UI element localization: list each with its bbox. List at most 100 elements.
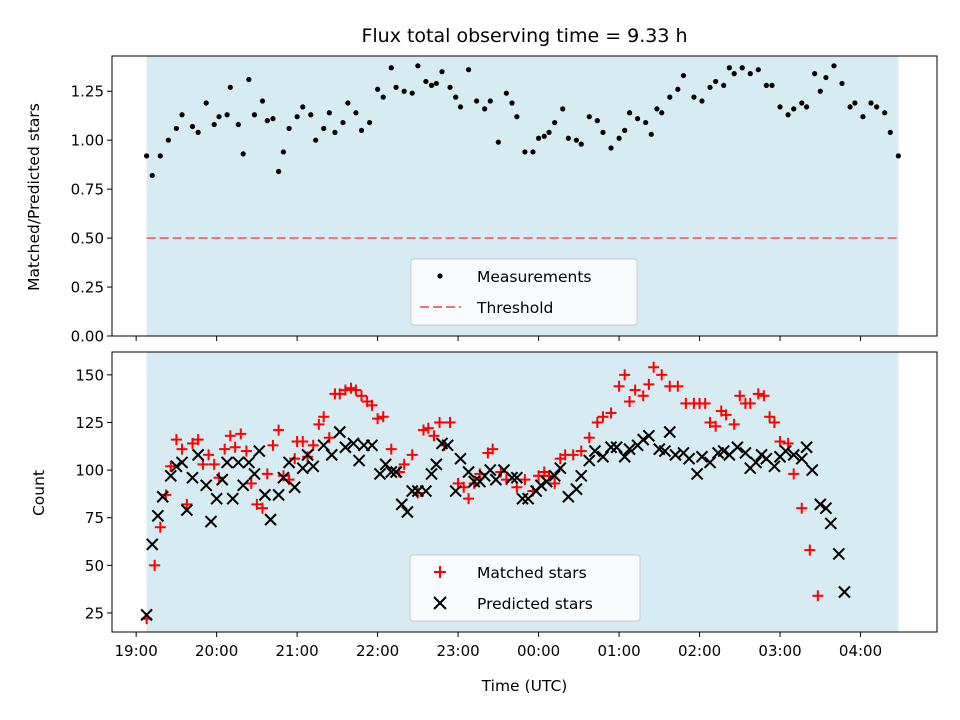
matched-stars-point [339, 384, 351, 396]
predicted-stars-point [199, 479, 213, 492]
predicted-stars-point [462, 465, 475, 479]
predicted-stars-point [505, 471, 519, 484]
predicted-stars-point [264, 513, 277, 526]
predicted-stars-point [739, 446, 752, 460]
predicted-stars-point [406, 484, 419, 498]
predicted-stars-point [226, 492, 239, 505]
matched-stars-point [203, 449, 215, 461]
measurements-point [522, 149, 528, 155]
measurements-point [769, 82, 775, 88]
measurements-point [165, 137, 171, 143]
matched-stars-point [782, 437, 794, 449]
measurements-point [353, 110, 359, 116]
predicted-stars-point [180, 503, 194, 517]
matched-stars-point [487, 443, 499, 455]
x-tick-label: 03:00 [758, 642, 801, 660]
measurements-point [246, 76, 252, 83]
measurements-point [747, 71, 753, 77]
ratio-plot-frame [111, 55, 938, 337]
measurements-point [487, 98, 493, 104]
matched-stars-point [704, 416, 716, 428]
measurements-point [675, 86, 681, 92]
predicted-stars-point [583, 454, 596, 467]
matched-stars-point [176, 443, 188, 455]
predicted-stars-point [489, 473, 503, 486]
predicted-stars-point [690, 467, 704, 481]
legend-box [409, 554, 641, 622]
measurements-point [739, 65, 745, 71]
measurements-point [144, 153, 150, 159]
count-panel: 25 50 75 100 125 150 19:00 20:00 21:00 22:00 23:0… [30, 351, 938, 660]
measurements-point [874, 104, 880, 110]
predicted-stars-point [749, 456, 763, 469]
measurements-point [535, 135, 542, 141]
x-tick-label: 22:00 [356, 642, 399, 660]
predicted-stars-point [146, 538, 159, 551]
measurements-point [812, 71, 818, 77]
matched-stars-point [345, 382, 357, 394]
matched-stars-point [629, 384, 641, 396]
matched-stars-point [385, 443, 397, 455]
measurements-point [667, 94, 673, 100]
measurements-point [321, 125, 327, 132]
measurements-point [726, 65, 732, 71]
y-tick-label: 25 [85, 604, 104, 622]
matched-stars-point [444, 416, 456, 428]
predicted-stars-point [140, 608, 153, 622]
ratio-legend: Measurements Threshold [410, 258, 638, 326]
legend-label-predicted: Predicted stars [477, 595, 593, 613]
matched-stars-point [720, 409, 732, 421]
legend-marker-measurements [437, 273, 443, 279]
y-tick-label: 0.00 [71, 328, 104, 346]
measurements-point [578, 141, 584, 147]
count-y-axis-label: Count [30, 470, 48, 516]
matched-stars-point [774, 436, 786, 448]
measurements-point [340, 119, 346, 126]
predicted-stars-point [288, 481, 301, 494]
predicted-stars-point [204, 515, 218, 528]
predicted-stars-point [618, 450, 631, 463]
predicted-stars-point [768, 460, 781, 473]
matched-stars-point [591, 416, 603, 428]
measurements-point [777, 104, 783, 110]
legend-label-matched: Matched stars [477, 564, 587, 582]
x-tick-label: 20:00 [195, 642, 238, 660]
measurements-point [895, 153, 901, 159]
measurements-point [401, 88, 407, 94]
count-plot-frame [111, 351, 938, 633]
x-tick-label: 21:00 [276, 642, 319, 660]
measurements-point [831, 63, 837, 69]
measurements-point [707, 84, 713, 90]
predicted-stars-point [347, 437, 360, 450]
predicted-stars-point [156, 490, 169, 503]
matched-stars-point [597, 411, 609, 423]
predicted-stars-point [779, 444, 792, 458]
predicted-stars-point [419, 484, 433, 498]
measurements-point [868, 100, 874, 106]
predicted-stars-point [352, 454, 366, 467]
matched-stars-point [240, 445, 252, 457]
measurements-point [308, 112, 314, 118]
measurements-point [286, 125, 292, 132]
matched-stars-point [297, 436, 309, 448]
predicted-stars-point [425, 467, 438, 481]
measurements-point [785, 112, 791, 118]
matched-stars-point [229, 441, 241, 453]
predicted-stars-point [191, 448, 205, 462]
measurements-point [189, 123, 196, 130]
ratio-panel: 0.00 0.25 0.50 0.75 1.00 1.25 Matched/Predict… [25, 55, 938, 346]
predicted-stars-point [253, 444, 266, 458]
measurements-point [345, 100, 351, 106]
measurements-point [847, 104, 853, 110]
matched-stars-point [804, 544, 816, 556]
measurements-point [203, 100, 209, 106]
matched-stars-point [699, 397, 711, 409]
predicted-stars-point [540, 475, 553, 488]
matched-stars-point [251, 498, 263, 510]
predicted-stars-point [795, 452, 808, 465]
y-tick-label: 0.25 [71, 279, 104, 297]
matched-stars-point [170, 434, 182, 446]
measurements-point [541, 133, 547, 139]
measurements-point [157, 153, 163, 159]
matched-stars-point [788, 468, 800, 480]
